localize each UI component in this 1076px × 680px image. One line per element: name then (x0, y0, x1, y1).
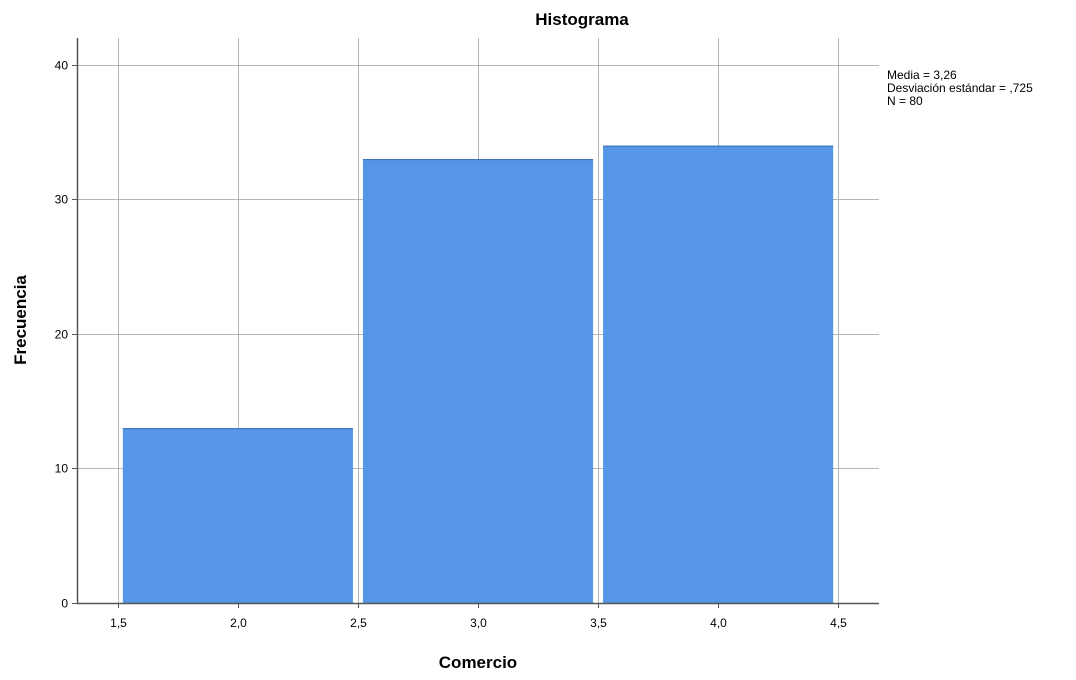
x-tick-label-1: 2,0 (230, 616, 247, 630)
x-tick-label-6: 4,5 (830, 616, 847, 630)
x-tick-label-4: 3,5 (590, 616, 607, 630)
x-tick-label-5: 4,0 (710, 616, 727, 630)
y-axis-title: Frecuencia (11, 275, 30, 365)
histogram-bar-0 (123, 428, 353, 603)
y-tick-label-4: 40 (55, 59, 69, 73)
y-tick-label-0: 0 (61, 597, 68, 611)
x-tick-label-3: 3,0 (470, 616, 487, 630)
histogram-bar-2 (603, 146, 833, 603)
bars-layer (123, 146, 833, 603)
chart-title: Histograma (535, 10, 629, 29)
y-tick-label-2: 20 (55, 328, 69, 342)
y-tick-label-1: 10 (55, 462, 69, 476)
stat-std-dev: Desviación estándar = ,725 (887, 81, 1033, 95)
x-tick-label-2: 2,5 (350, 616, 367, 630)
stat-mean: Media = 3,26 (887, 68, 957, 82)
y-tick-label-3: 30 (55, 193, 69, 207)
x-tick-label-0: 1,5 (110, 616, 127, 630)
stat-n: N = 80 (887, 94, 923, 108)
stats-block: Media = 3,26 Desviación estándar = ,725 … (887, 68, 1033, 108)
histogram-bar-1 (363, 159, 593, 603)
x-axis-title: Comercio (439, 653, 517, 672)
